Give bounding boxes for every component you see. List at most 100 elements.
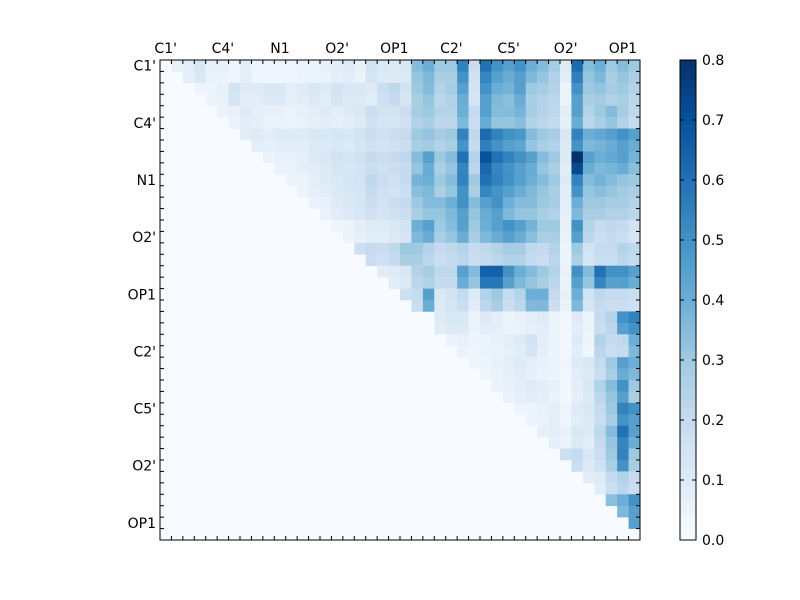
heatmap-cell — [262, 140, 275, 152]
heatmap-cell — [571, 380, 584, 392]
heatmap-cell — [262, 105, 275, 118]
heatmap-cell — [457, 151, 469, 164]
y-tick-label: O2' — [132, 459, 156, 475]
heatmap-cell — [560, 437, 572, 449]
heatmap-cell — [628, 174, 641, 187]
heatmap-cell — [594, 185, 607, 198]
heatmap-cell — [285, 94, 298, 107]
heatmap-cell — [342, 231, 355, 244]
heatmap-cell — [434, 288, 447, 301]
heatmap-cell — [285, 151, 298, 164]
heatmap-cell — [480, 322, 492, 335]
heatmap-cell — [537, 311, 549, 324]
heatmap-cell — [537, 288, 549, 301]
heatmap-cell — [514, 71, 527, 84]
heatmap-cell — [514, 265, 527, 278]
heatmap-cell — [502, 265, 515, 278]
heatmap-cell — [594, 437, 607, 449]
heatmap-cell — [502, 357, 515, 369]
heatmap-cell — [548, 254, 561, 267]
heatmap-cell — [628, 162, 641, 175]
heatmap-cell — [628, 71, 641, 84]
heatmap-cell — [605, 185, 618, 198]
heatmap-cell — [548, 94, 561, 107]
heatmap-cell — [514, 311, 527, 324]
heatmap-cell — [491, 60, 504, 72]
heatmap-cell — [251, 82, 264, 95]
heatmap-cell — [457, 117, 469, 129]
heatmap-cell — [560, 140, 572, 152]
heatmap-cell — [468, 162, 481, 175]
heatmap-cell — [617, 425, 629, 438]
heatmap-cell — [400, 117, 412, 129]
heatmap-cell — [617, 71, 629, 84]
heatmap-cell — [628, 345, 641, 358]
colorbar-tick-label: 0.0 — [702, 533, 724, 549]
heatmap-cell — [468, 94, 481, 107]
heatmap-cell — [571, 357, 584, 369]
heatmap-cell — [480, 357, 492, 369]
heatmap-cell — [400, 185, 412, 198]
heatmap-cell — [331, 105, 344, 118]
heatmap-cell — [537, 334, 549, 347]
heatmap-cell — [262, 60, 275, 72]
heatmap-cell — [560, 174, 572, 187]
heatmap-cell — [365, 254, 378, 267]
heatmap-cell — [605, 60, 618, 72]
heatmap-cell — [571, 425, 584, 438]
heatmap-cell — [594, 334, 607, 347]
heatmap-cell — [548, 60, 561, 72]
heatmap-cell — [388, 185, 401, 198]
heatmap-cell — [502, 391, 515, 404]
heatmap-cell — [605, 128, 618, 141]
heatmap-cell — [502, 140, 515, 152]
heatmap-cell — [422, 300, 435, 312]
heatmap-cell — [605, 414, 618, 427]
heatmap-cell — [628, 391, 641, 404]
heatmap-cell — [228, 94, 241, 107]
heatmap-cell — [502, 380, 515, 392]
heatmap-cell — [354, 162, 367, 175]
heatmap-cell — [628, 448, 641, 461]
heatmap-cell — [628, 197, 641, 209]
heatmap-cell — [365, 208, 378, 221]
heatmap-cells — [160, 60, 641, 540]
heatmap-cell — [240, 60, 252, 72]
heatmap-cell — [582, 94, 595, 107]
heatmap-cell — [594, 322, 607, 335]
heatmap-cell — [171, 60, 184, 72]
heatmap-cell — [445, 322, 458, 335]
heatmap-cell — [377, 128, 389, 141]
heatmap-cell — [548, 208, 561, 221]
heatmap-cell — [594, 448, 607, 461]
heatmap-cell — [628, 311, 641, 324]
heatmap-cell — [548, 425, 561, 438]
heatmap-cell — [605, 105, 618, 118]
heatmap-cell — [548, 357, 561, 369]
heatmap-cell — [400, 288, 412, 301]
heatmap-cell — [628, 334, 641, 347]
heatmap-cell — [525, 277, 538, 289]
heatmap-cell — [594, 482, 607, 495]
heatmap-cell — [571, 220, 584, 232]
heatmap-cell — [400, 82, 412, 95]
heatmap-cell — [525, 311, 538, 324]
heatmap-cell — [605, 254, 618, 267]
heatmap-cell — [594, 197, 607, 209]
heatmap-cell — [468, 357, 481, 369]
heatmap-cell — [502, 197, 515, 209]
heatmap-cell — [388, 220, 401, 232]
heatmap-cell — [411, 288, 424, 301]
heatmap-cell — [388, 105, 401, 118]
heatmap-cell — [320, 162, 332, 175]
heatmap-cell — [400, 128, 412, 141]
heatmap-cell — [411, 254, 424, 267]
heatmap-cell — [422, 82, 435, 95]
heatmap-cell — [617, 140, 629, 152]
heatmap-cell — [354, 220, 367, 232]
heatmap-cell — [331, 151, 344, 164]
heatmap-cell — [605, 345, 618, 358]
heatmap-cell — [582, 300, 595, 312]
heatmap-cell — [571, 197, 584, 209]
heatmap-cell — [377, 94, 389, 107]
